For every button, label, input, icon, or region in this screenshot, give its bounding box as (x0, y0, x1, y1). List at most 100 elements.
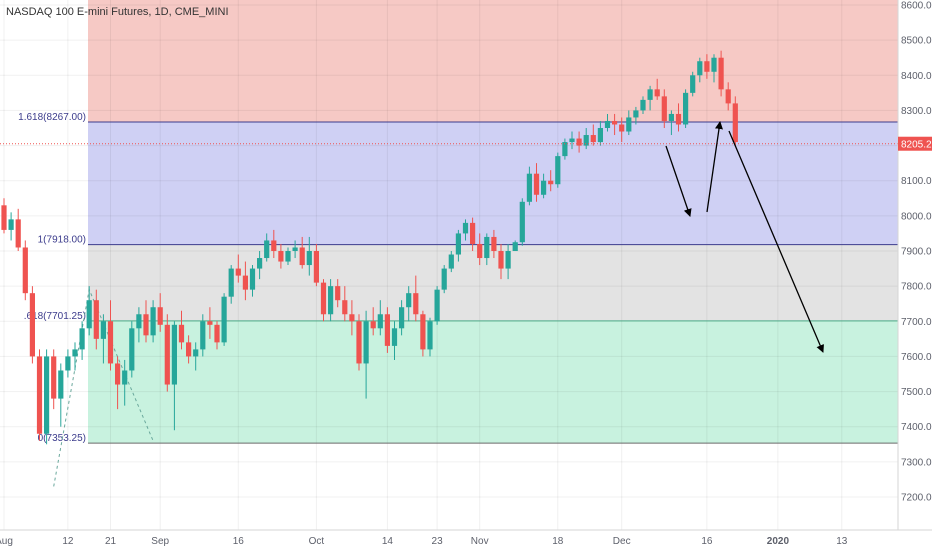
candle-body (8, 219, 14, 230)
candle-body (491, 236, 497, 251)
zone-0-to-0618 (88, 320, 898, 444)
time-tick-label: Nov (471, 536, 489, 547)
candle-body (228, 268, 234, 297)
candle-body (129, 328, 135, 371)
candle-body (150, 307, 156, 336)
candle-body (448, 254, 454, 269)
candle-body (100, 321, 106, 339)
candle-body (349, 314, 355, 322)
price-tick-label: 7600.00 (901, 352, 932, 363)
candle-body (186, 342, 192, 357)
price-tick-label: 7200.00 (901, 493, 932, 504)
candle-body (235, 268, 241, 276)
time-axis[interactable]: Aug 12 21 Sep 16 Oct 14 23 Nov 18 Dec 16 2020 13 (0, 529, 932, 550)
price-tick-label: 8600.00 (901, 1, 932, 12)
time-tick-label: Sep (151, 536, 169, 547)
time-tick-label: 23 (432, 536, 444, 547)
zone-1-to-1618 (88, 122, 898, 245)
candle-body (285, 251, 291, 262)
candle-body (619, 124, 625, 132)
candle-body (44, 356, 50, 434)
candle-body (292, 247, 298, 251)
current-price-tag[interactable] (898, 136, 932, 151)
time-tick-label: 2020 (767, 536, 790, 547)
candle-body (313, 251, 319, 283)
candle-body (612, 120, 618, 125)
candle-body (668, 113, 674, 121)
candle-body (115, 363, 121, 385)
price-tick-label: 7700.00 (901, 317, 932, 328)
candle-body (122, 370, 128, 385)
time-tick-label: Oct (309, 536, 325, 547)
candle-body (690, 75, 696, 93)
candle-body (732, 103, 738, 143)
candle-body (640, 99, 646, 111)
candle-body (178, 324, 185, 343)
fib-level-label: .618(7701.25) (24, 311, 86, 322)
time-tick-label: 12 (62, 536, 74, 547)
candle-body (455, 233, 461, 255)
projection-arrow (728, 130, 824, 353)
candle-body (576, 138, 582, 146)
projection-arrows (665, 121, 824, 353)
candle-body (356, 321, 362, 364)
candle-body (299, 247, 305, 266)
candle-body (725, 89, 731, 104)
candle-body (193, 349, 199, 357)
fibonacci-zones (88, 0, 898, 444)
candle-body (562, 142, 568, 157)
candle-body (306, 251, 312, 266)
price-tick-label: 8400.00 (901, 71, 932, 82)
time-tick-label: 13 (836, 536, 848, 547)
price-tick-label: 7800.00 (901, 282, 932, 293)
time-tick-label: Dec (613, 536, 631, 547)
candle-body (377, 314, 383, 329)
candle-body (391, 328, 398, 346)
candle-body (462, 222, 469, 234)
candle-body (548, 180, 554, 185)
candle-body (164, 324, 170, 385)
candle-body (569, 138, 575, 143)
price-tick-label: 8500.00 (901, 36, 932, 47)
candle-body (278, 251, 284, 262)
candle-body (79, 328, 85, 350)
candle-body (221, 296, 227, 343)
candle-body (86, 300, 92, 329)
candle-body (498, 251, 504, 269)
candles (1, 50, 738, 445)
candle-body (15, 219, 21, 248)
time-axis-bg (0, 530, 932, 550)
projection-arrow (706, 121, 723, 213)
chart-title: NASDAQ 100 E-mini Futures, 1D, CME_MINI (6, 6, 229, 18)
candle-body (328, 286, 334, 315)
price-tick-label: 8000.00 (901, 211, 932, 222)
price-tick-label: 7900.00 (901, 247, 932, 258)
candle-body (264, 240, 270, 259)
time-tick-label: Aug (0, 536, 13, 547)
price-tick-label: 8100.00 (901, 176, 932, 187)
candle-body (484, 236, 490, 259)
candle-body (505, 251, 511, 269)
candle-body (36, 356, 43, 434)
candle-body (406, 293, 412, 308)
projection-arrow (665, 145, 692, 217)
candle-body (697, 61, 703, 76)
time-tick-label: 16 (233, 536, 245, 547)
candle-body (661, 96, 667, 121)
time-tick-label: 14 (382, 536, 394, 547)
candle-body (271, 240, 277, 251)
candle-body (257, 258, 263, 269)
fib-level-label: 1(7918.00) (38, 235, 86, 246)
candle-body (370, 321, 376, 329)
price-tick-label: 7300.00 (901, 457, 932, 468)
price-axis-bg (898, 0, 932, 550)
time-tick-label: 21 (105, 536, 117, 547)
price-axis[interactable]: 8600.008500.008400.008300.008200.008100.… (897, 0, 932, 550)
candle-body (342, 300, 348, 315)
zone-above-1618 (88, 0, 898, 123)
candle-body (157, 307, 163, 325)
candle-body (93, 300, 99, 339)
candle-body (654, 89, 660, 97)
